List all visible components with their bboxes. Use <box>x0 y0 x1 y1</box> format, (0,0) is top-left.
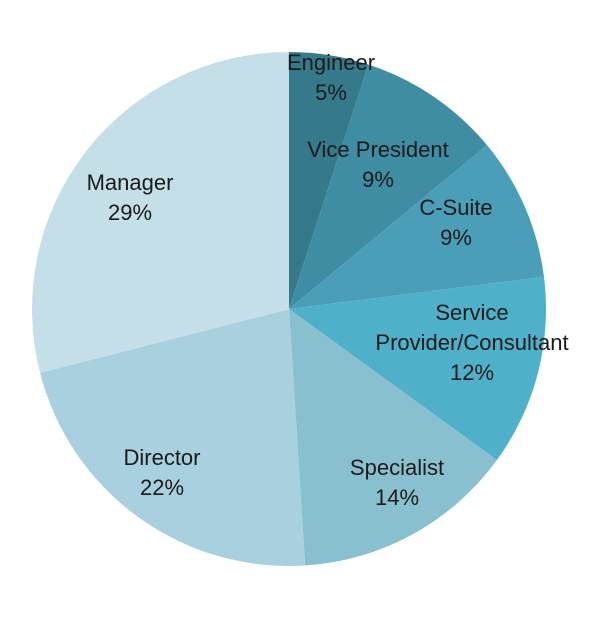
pie-label-vice-president: Vice President 9% <box>307 137 448 192</box>
pie-label-category: Service <box>435 300 508 325</box>
pie-label-director: Director 22% <box>123 445 200 500</box>
pie-label-service-provider-consultant: Service Provider/Consultant 12% <box>375 300 568 385</box>
pie-label-percent: 9% <box>362 167 394 192</box>
pie-label-engineer: Engineer 5% <box>287 50 375 105</box>
pie-slice-service-provider-consultant <box>289 276 546 461</box>
pie-slice-specialist <box>289 309 497 566</box>
pie-label-category: Director <box>123 445 200 470</box>
pie-label-specialist: Specialist 14% <box>350 455 444 510</box>
pie-label-category: Manager <box>87 170 174 195</box>
pie-slice-engineer <box>289 52 369 309</box>
pie-label-percent: 14% <box>375 485 419 510</box>
pie-label-category: Engineer <box>287 50 375 75</box>
pie-slice-c-suite <box>289 145 544 309</box>
pie-label-category: C-Suite <box>419 195 492 220</box>
pie-labels: Engineer 5% Vice President 9% C-Suite 9% Servi… <box>87 50 569 510</box>
pie-label-percent: 29% <box>108 200 152 225</box>
pie-slice-director <box>40 309 306 566</box>
pie-label-percent: 9% <box>440 225 472 250</box>
pie-label-percent: 5% <box>315 80 347 105</box>
pie-label-c-suite: C-Suite 9% <box>419 195 492 250</box>
pie-label-percent: 12% <box>450 360 494 385</box>
pie-slices <box>31 52 546 566</box>
pie-slice-manager <box>31 52 289 373</box>
pie-label-category: Specialist <box>350 455 444 480</box>
pie-slice-vice-president <box>289 64 488 309</box>
pie-label-category: Provider/Consultant <box>375 330 568 355</box>
pie-label-category: Vice President <box>307 137 448 162</box>
pie-label-percent: 22% <box>140 475 184 500</box>
pie-label-manager: Manager 29% <box>87 170 174 225</box>
